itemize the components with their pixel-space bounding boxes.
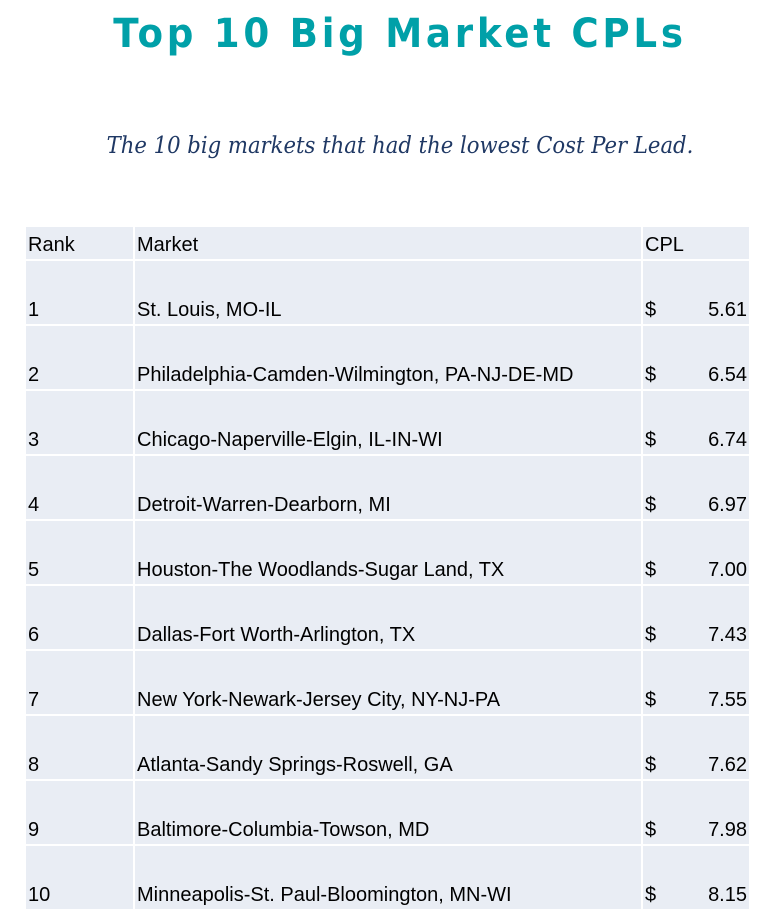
cell-rank: 3 — [24, 389, 135, 456]
cell-market: Minneapolis-St. Paul-Bloomington, MN-WI — [133, 844, 643, 911]
header-rank: Rank — [24, 225, 135, 261]
table-row: 10 Minneapolis-St. Paul-Bloomington, MN-W… — [24, 844, 751, 911]
cpl-value: 5.61 — [708, 299, 747, 321]
currency-symbol: $ — [645, 429, 657, 451]
cpl-value: 6.54 — [708, 364, 747, 386]
cell-market: Philadelphia-Camden-Wilmington, PA-NJ-DE… — [133, 324, 643, 391]
table-row: 8 Atlanta-Sandy Springs-Roswell, GA $7.62 — [24, 714, 751, 781]
table-row: 6 Dallas-Fort Worth-Arlington, TX $7.43 — [24, 584, 751, 651]
currency-symbol: $ — [645, 689, 657, 711]
cell-cpl: $7.00 — [641, 519, 751, 586]
cell-market: St. Louis, MO-IL — [133, 259, 643, 326]
cpl-value: 7.00 — [708, 559, 747, 581]
cell-market: Baltimore-Columbia-Towson, MD — [133, 779, 643, 846]
cell-cpl: $6.54 — [641, 324, 751, 391]
currency-symbol: $ — [645, 364, 657, 386]
cell-cpl: $7.62 — [641, 714, 751, 781]
cell-cpl: $8.15 — [641, 844, 751, 911]
page-subtitle: The 10 big markets that had the lowest C… — [106, 133, 694, 159]
table-row: 4 Detroit-Warren-Dearborn, MI $6.97 — [24, 454, 751, 521]
cpl-value: 6.97 — [708, 494, 747, 516]
currency-symbol: $ — [645, 819, 657, 841]
header-market: Market — [133, 225, 643, 261]
cell-rank: 7 — [24, 649, 135, 716]
cell-rank: 8 — [24, 714, 135, 781]
cell-cpl: $6.97 — [641, 454, 751, 521]
cell-market: Chicago-Naperville-Elgin, IL-IN-WI — [133, 389, 643, 456]
cell-rank: 10 — [24, 844, 135, 911]
currency-symbol: $ — [645, 494, 657, 516]
cell-market: Dallas-Fort Worth-Arlington, TX — [133, 584, 643, 651]
cell-rank: 6 — [24, 584, 135, 651]
currency-symbol: $ — [645, 754, 657, 776]
table-row: 7 New York-Newark-Jersey City, NY-NJ-PA $7… — [24, 649, 751, 716]
cell-cpl: $7.55 — [641, 649, 751, 716]
cell-cpl: $5.61 — [641, 259, 751, 326]
cell-rank: 9 — [24, 779, 135, 846]
currency-symbol: $ — [645, 299, 657, 321]
cell-rank: 2 — [24, 324, 135, 391]
cell-market: Atlanta-Sandy Springs-Roswell, GA — [133, 714, 643, 781]
page-title: Top 10 Big Market CPLs — [113, 11, 687, 57]
cell-rank: 5 — [24, 519, 135, 586]
cpl-value: 7.55 — [708, 689, 747, 711]
cell-market: Houston-The Woodlands-Sugar Land, TX — [133, 519, 643, 586]
currency-symbol: $ — [645, 624, 657, 646]
cpl-value: 7.98 — [708, 819, 747, 841]
cpl-value: 8.15 — [708, 884, 747, 906]
cpl-value: 7.62 — [708, 754, 747, 776]
currency-symbol: $ — [645, 559, 657, 581]
table-row: 2 Philadelphia-Camden-Wilmington, PA-NJ-D… — [24, 324, 751, 391]
currency-symbol: $ — [645, 884, 657, 906]
cell-rank: 4 — [24, 454, 135, 521]
cpl-table: Rank Market CPL 1 St. Louis, MO-IL $5.61 2 P… — [24, 225, 751, 911]
cell-cpl: $7.43 — [641, 584, 751, 651]
cell-market: Detroit-Warren-Dearborn, MI — [133, 454, 643, 521]
cpl-value: 6.74 — [708, 429, 747, 451]
cell-market: New York-Newark-Jersey City, NY-NJ-PA — [133, 649, 643, 716]
cell-cpl: $6.74 — [641, 389, 751, 456]
table-row: 9 Baltimore-Columbia-Towson, MD $7.98 — [24, 779, 751, 846]
cell-cpl: $7.98 — [641, 779, 751, 846]
table-row: 1 St. Louis, MO-IL $5.61 — [24, 259, 751, 326]
table-header-row: Rank Market CPL — [24, 225, 751, 261]
table-row: 5 Houston-The Woodlands-Sugar Land, TX $7.… — [24, 519, 751, 586]
table-row: 3 Chicago-Naperville-Elgin, IL-IN-WI $6.74 — [24, 389, 751, 456]
cpl-value: 7.43 — [708, 624, 747, 646]
cell-rank: 1 — [24, 259, 135, 326]
header-cpl: CPL — [641, 225, 751, 261]
